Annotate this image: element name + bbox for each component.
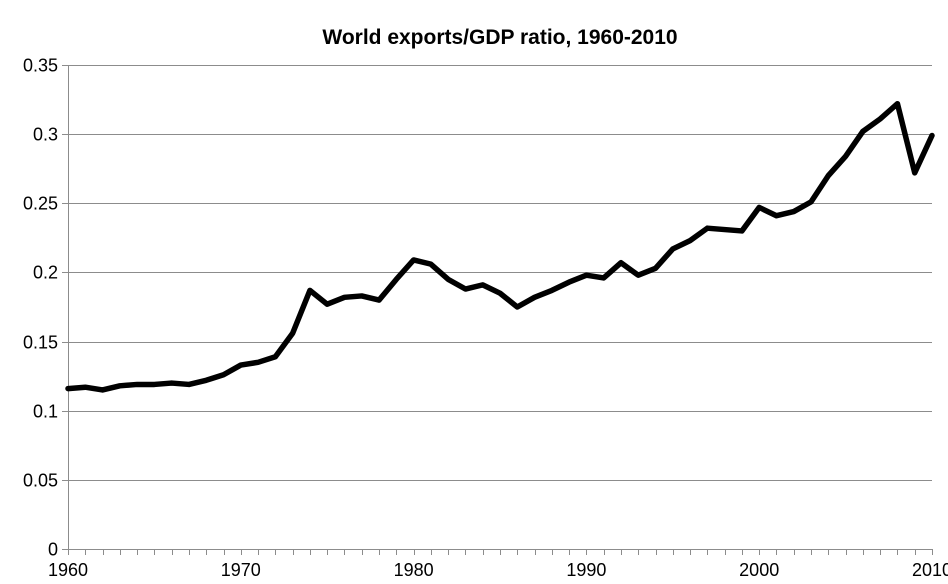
x-tick-label: 1980 [394,560,434,580]
gridlines [68,65,932,481]
y-tick-label: 0 [48,540,58,560]
y-axis-tick-labels: 0 0.05 0.1 0.15 0.2 0.25 0.3 0.35 [23,56,58,560]
y-tick-label: 0.35 [23,56,58,76]
axes [62,65,933,555]
data-series [65,100,935,393]
y-tick-label: 0.2 [33,263,58,283]
chart-title: World exports/GDP ratio, 1960-2010 [322,26,677,49]
y-tick-label: 0.1 [33,402,58,422]
y-tick-label: 0.15 [23,333,58,353]
y-tick-label: 0.3 [33,125,58,145]
x-axis-tick-labels: 1960 1970 1980 1990 2000 2010 [48,560,948,580]
x-tick-label: 1960 [48,560,88,580]
x-tick-label: 2010 [912,560,948,580]
y-tick-label: 0.05 [23,471,58,491]
x-tick-label: 1990 [566,560,606,580]
y-tick-label: 0.25 [23,194,58,214]
x-tick-label: 2000 [739,560,779,580]
x-tick-label: 1970 [221,560,261,580]
series-line [65,100,935,393]
